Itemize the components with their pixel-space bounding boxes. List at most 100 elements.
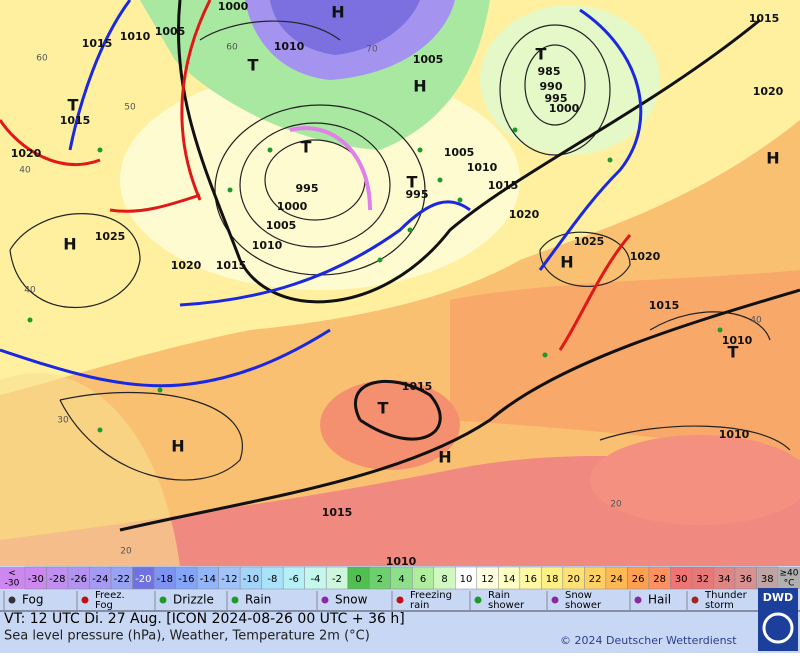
- scale-label: 6: [420, 574, 426, 585]
- pressure-label: 1015: [216, 259, 247, 272]
- legend-label: Rain: [488, 590, 510, 601]
- legend-icon: [159, 596, 167, 604]
- pressure-label: 1010: [719, 428, 750, 441]
- pressure-label: 1000: [218, 0, 249, 13]
- scale-label: -30: [28, 574, 44, 585]
- scale-high-label: °C: [784, 579, 795, 589]
- pressure-center: T: [536, 45, 547, 64]
- scale-low-label: -30: [5, 579, 20, 589]
- pressure-label: 1015: [402, 380, 433, 393]
- pressure-label: 1005: [444, 146, 475, 159]
- legend-label: Drizzle: [173, 593, 214, 607]
- legend-label: Thunder: [704, 590, 748, 601]
- isobars: [9, 0, 800, 532]
- scale-label: -2: [332, 574, 342, 585]
- legend-label: shower: [488, 600, 525, 611]
- pressure-label: 985: [538, 65, 561, 78]
- dwd-logo-text: DWD: [763, 591, 793, 604]
- pressure-label: 1010: [120, 30, 151, 43]
- legend-label: Fog: [95, 600, 113, 611]
- pressure-center: H: [63, 235, 76, 254]
- scale-label: -4: [310, 574, 320, 585]
- pressure-label: 1010: [467, 161, 498, 174]
- scale-label: 18: [546, 574, 559, 585]
- weather-legend: Fog Freez.Fog Drizzle Rain Snow FreezingrainR…: [3, 590, 748, 611]
- legend-icon: [634, 596, 642, 604]
- pressure-center: H: [413, 77, 426, 96]
- scale-label: 24: [610, 574, 623, 585]
- legend-label: Freezing: [410, 590, 452, 601]
- scale-label: 10: [460, 574, 473, 585]
- scale-label: -28: [49, 574, 65, 585]
- pressure-label: 1015: [322, 506, 353, 519]
- grid-label: 60: [226, 43, 238, 53]
- map-background: [0, 0, 800, 566]
- grid-label: 40: [750, 316, 762, 326]
- pressure-label: 1010: [252, 239, 283, 252]
- scale-label: 30: [675, 574, 688, 585]
- legend-icon: [81, 596, 89, 604]
- legend-icon: [321, 596, 329, 604]
- legend-icon: [551, 596, 559, 604]
- pressure-label: 1020: [509, 208, 540, 221]
- pressure-label: 1015: [649, 299, 680, 312]
- pressure-center: T: [378, 399, 389, 418]
- pressure-center: T: [248, 56, 259, 75]
- scale-label: -10: [243, 574, 259, 585]
- scale-label: -24: [92, 574, 108, 585]
- pressure-label: 1015: [82, 37, 113, 50]
- legend-label: Hail: [648, 593, 671, 607]
- scale-high-label: ≥40: [780, 569, 799, 579]
- pressure-label: 1000: [549, 102, 580, 115]
- pressure-center: H: [331, 3, 344, 22]
- pressure-label: 1010: [386, 555, 417, 568]
- valid-time: VT: 12 UTC Di. 27 Aug. [ICON 2024-08-26 …: [4, 611, 405, 627]
- grid-label: 50: [124, 103, 136, 113]
- pressure-label: 1015: [749, 12, 780, 25]
- pressure-center: T: [301, 138, 312, 157]
- pressure-label: 995: [406, 188, 429, 201]
- pressure-label: 1020: [11, 147, 42, 160]
- grid-label: 40: [19, 166, 31, 176]
- grid-label: 30: [57, 416, 69, 426]
- pressure-label: 1020: [753, 85, 784, 98]
- scale-label: -8: [267, 574, 277, 585]
- scale-label: 36: [739, 574, 752, 585]
- scale-label: 34: [718, 574, 731, 585]
- scale-label: 22: [589, 574, 602, 585]
- scale-label: -18: [157, 574, 173, 585]
- pressure-label: 1005: [266, 219, 297, 232]
- legend-label: Freez.: [95, 590, 125, 601]
- pressure-center: H: [438, 448, 451, 467]
- pressure-label: 990: [540, 80, 563, 93]
- scale-label: 4: [398, 574, 404, 585]
- pressure-label: 1005: [413, 53, 444, 66]
- pressure-label: 1015: [488, 179, 519, 192]
- scale-label: 8: [441, 574, 447, 585]
- scale-label: 28: [653, 574, 666, 585]
- pressure-center: H: [766, 149, 779, 168]
- legend-label: Rain: [245, 593, 271, 607]
- scale-label: 32: [696, 574, 709, 585]
- pressure-label: 1020: [630, 250, 661, 263]
- scale-label: 26: [632, 574, 645, 585]
- legend-icon: [231, 596, 239, 604]
- grid-label: 60: [36, 54, 48, 64]
- pressure-center: H: [171, 437, 184, 456]
- dwd-logo-swirl: [762, 612, 794, 644]
- scale-label: -6: [289, 574, 299, 585]
- scale-label: 12: [481, 574, 494, 585]
- pressure-label: 995: [296, 182, 319, 195]
- pressure-label: 995: [545, 92, 568, 105]
- temperature-scale: <-30 -30 -28 -26 -24 -22 -20 -18 -16 -14 -12 -10 -8-…: [0, 566, 800, 590]
- pressure-center: T: [407, 173, 418, 192]
- legend-label: rain: [410, 600, 429, 611]
- scale-label: -14: [200, 574, 216, 585]
- grid-label: 70: [366, 45, 378, 55]
- pressure-label: 1000: [277, 200, 308, 213]
- scale-cell: [0, 567, 25, 589]
- pressure-label: 1020: [171, 259, 202, 272]
- pressure-center: H: [560, 253, 573, 272]
